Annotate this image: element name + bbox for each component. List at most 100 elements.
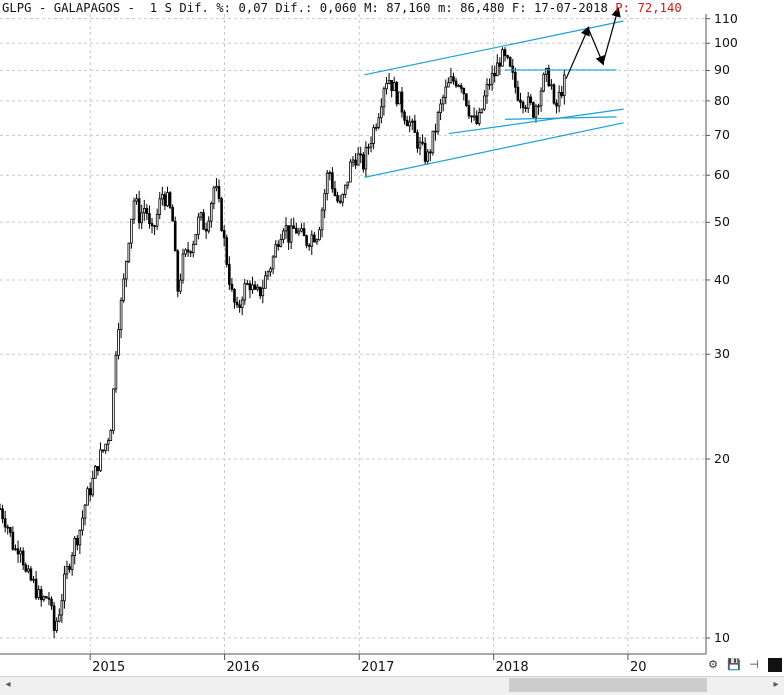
- candle-body: [264, 275, 267, 289]
- candle-body: [462, 87, 466, 95]
- candle-body: [542, 73, 545, 92]
- candle-body: [552, 84, 556, 104]
- candle-body: [403, 111, 406, 121]
- candle-body: [514, 72, 517, 88]
- y-tick-label: 80: [714, 92, 730, 108]
- candle-body: [338, 200, 342, 203]
- candle-body: [0, 508, 2, 511]
- candle-body: [380, 106, 383, 119]
- candle-body: [202, 212, 205, 230]
- candle-body: [493, 72, 497, 77]
- candle-body: [457, 85, 460, 87]
- candle-body: [307, 244, 311, 247]
- candle-body: [45, 596, 48, 599]
- candle-body: [313, 234, 316, 243]
- candle-body: [470, 115, 473, 118]
- candle-body: [413, 120, 417, 133]
- candle-body: [135, 198, 138, 202]
- trendline: [364, 20, 624, 76]
- candle-body: [405, 119, 409, 127]
- candle-body: [400, 91, 404, 113]
- candle-body: [315, 239, 319, 243]
- candle-body: [158, 198, 162, 215]
- candle-body: [122, 278, 125, 301]
- scrollbar-thumb[interactable]: [509, 678, 707, 692]
- candle-body: [161, 194, 164, 200]
- candle-body: [508, 57, 512, 67]
- candle-body: [467, 105, 471, 117]
- candle-body: [521, 101, 525, 109]
- candle-body: [385, 83, 388, 90]
- candle-body: [173, 220, 177, 252]
- candle-body: [269, 268, 272, 273]
- candle-body: [295, 228, 298, 234]
- candle-body: [392, 82, 396, 91]
- candle-body: [6, 526, 10, 529]
- settings-icon[interactable]: ⚙: [708, 658, 718, 671]
- candle-body: [555, 102, 558, 107]
- candle-body: [336, 195, 339, 202]
- max-label: M:: [364, 1, 379, 15]
- scroll-right-button[interactable]: ▸: [773, 679, 779, 690]
- trendlines-layer: [364, 20, 624, 178]
- candle-body: [261, 287, 265, 297]
- dif-pct-value: 0,07: [238, 1, 269, 15]
- candle-body: [142, 208, 146, 214]
- candle-body: [477, 112, 481, 125]
- candle-body: [410, 120, 414, 123]
- candle-body: [52, 605, 56, 631]
- candle-body: [186, 249, 190, 253]
- candle-body: [86, 488, 89, 506]
- date-label: F:: [511, 1, 527, 15]
- candle-body: [364, 147, 368, 170]
- candle-body: [65, 566, 69, 575]
- save-icon[interactable]: 💾: [727, 658, 741, 671]
- candle-body: [112, 388, 115, 431]
- candle-body: [81, 517, 84, 531]
- trendline: [448, 108, 624, 135]
- candle-body: [163, 194, 167, 207]
- candle-body: [367, 146, 370, 149]
- candle-body: [346, 181, 350, 186]
- grid-layer: [0, 14, 710, 660]
- y-tick-label: 90: [714, 62, 730, 78]
- candle-body: [127, 242, 131, 262]
- candle-body: [258, 286, 262, 297]
- candle-body: [235, 301, 239, 306]
- color-swatch[interactable]: [768, 658, 782, 672]
- candle-body: [398, 91, 401, 105]
- company-name-text: GALAPAGOS: [53, 1, 121, 15]
- x-tick-label: 2016: [226, 660, 260, 675]
- y-tick-label: 10: [714, 630, 730, 646]
- candle-body: [305, 235, 308, 246]
- scroll-left-button[interactable]: ◂: [5, 679, 11, 690]
- candle-body: [222, 230, 226, 239]
- x-tick-label: 2018: [495, 660, 529, 675]
- candle-body: [57, 614, 61, 622]
- candle-body: [106, 440, 110, 445]
- y-tick-label: 30: [714, 346, 730, 362]
- candle-body: [225, 237, 229, 265]
- y-tick-label: 40: [714, 271, 730, 287]
- candle-body: [194, 233, 198, 245]
- dif-label: Dif.:: [275, 1, 313, 15]
- min-value: 86,480: [460, 1, 505, 15]
- candle-body: [519, 99, 522, 103]
- pin-icon[interactable]: ⊣: [749, 658, 759, 671]
- candle-body: [132, 200, 136, 220]
- candle-body: [524, 107, 527, 110]
- candle-body: [29, 568, 33, 581]
- candle-body: [390, 80, 393, 91]
- candle-body: [434, 130, 437, 133]
- candle-body: [209, 203, 213, 222]
- candle-body: [359, 153, 363, 156]
- candle-body: [503, 49, 507, 56]
- candle-body: [323, 193, 326, 211]
- candle-body: [215, 186, 218, 189]
- candle-body: [101, 449, 105, 452]
- candle-body: [34, 578, 38, 599]
- candle-body: [274, 244, 278, 258]
- candle-body: [24, 564, 28, 572]
- trendline: [505, 116, 617, 120]
